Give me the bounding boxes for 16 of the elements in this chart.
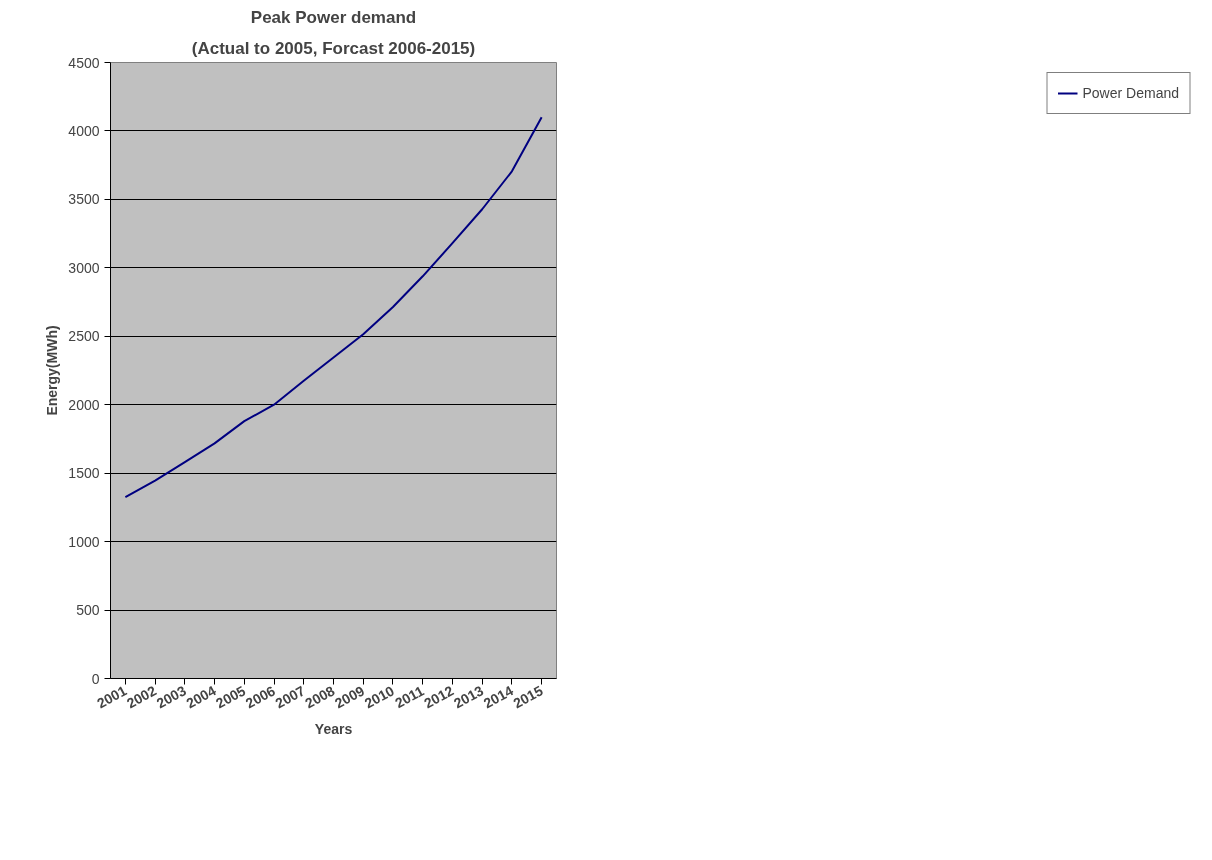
- y-tick-label: 3500: [68, 191, 100, 208]
- chart-subtitle: (Actual to 2005, Forcast 2006-2015): [191, 38, 476, 58]
- legend-label: Power Demand: [1082, 85, 1179, 101]
- y-tick-label: 1000: [68, 533, 100, 550]
- y-tick-label: 4500: [68, 54, 100, 71]
- chart-title: Peak Power demand: [250, 7, 417, 27]
- line-series: [124, 116, 543, 499]
- y-tick-label: 0: [91, 670, 100, 687]
- x-axis-title: Years: [314, 721, 353, 738]
- y-tick-label: 500: [76, 602, 100, 619]
- y-tick-label: 2000: [68, 396, 100, 413]
- y-tick-label: 4000: [68, 122, 100, 139]
- y-tick-label: 3000: [68, 259, 100, 276]
- y-tick-label: 1500: [68, 465, 100, 482]
- y-axis-title: Energy(MWh): [44, 325, 61, 416]
- y-tick-label: 2500: [68, 328, 100, 345]
